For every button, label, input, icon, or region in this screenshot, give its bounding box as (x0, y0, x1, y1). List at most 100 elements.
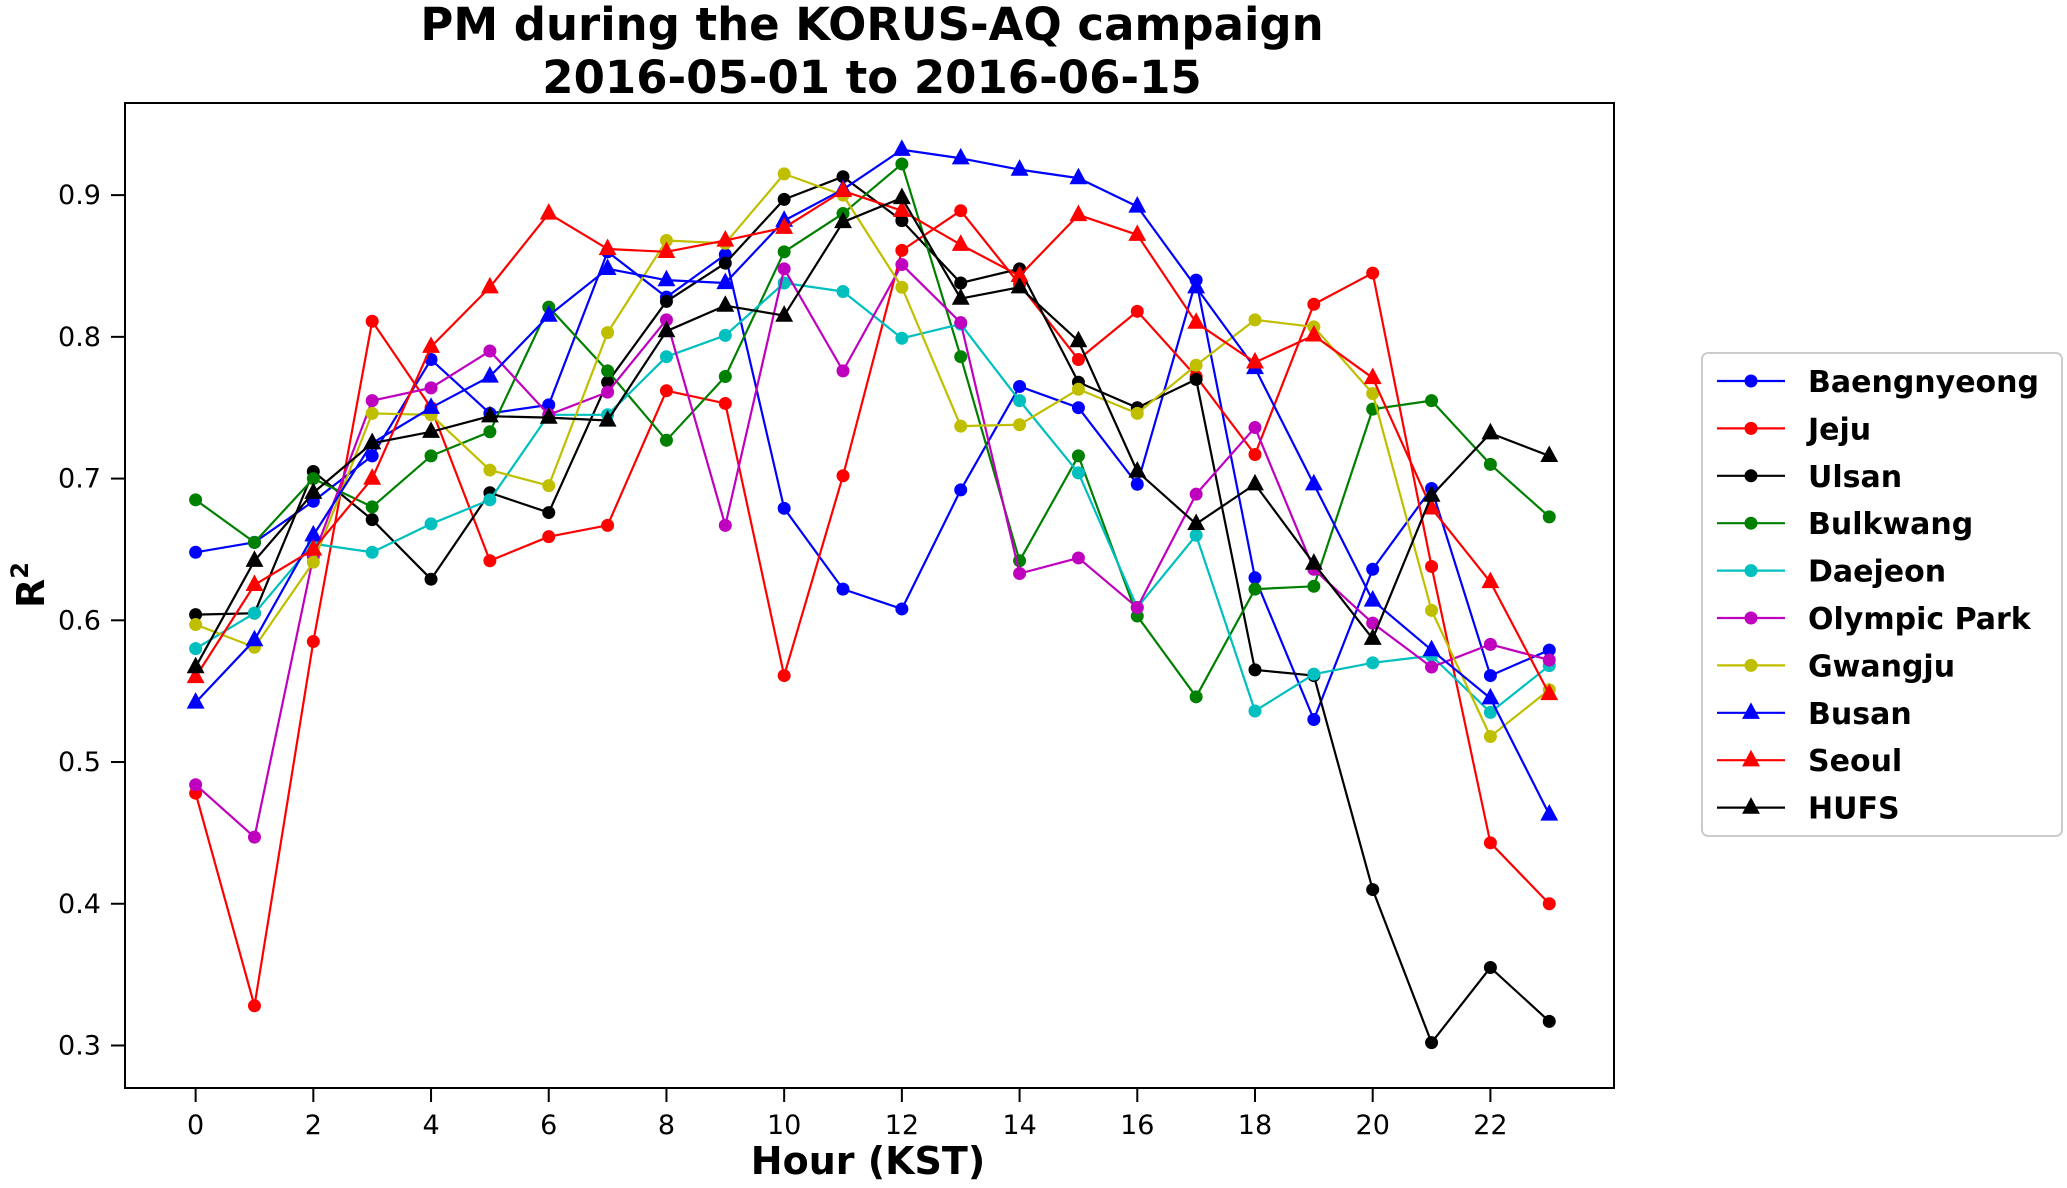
data-point-ulsan (1542, 1014, 1556, 1028)
chart-title-line2: 2016-05-01 to 2016-06-15 (542, 51, 1201, 104)
series-bulkwang (189, 157, 1556, 704)
data-point-daejeon (189, 642, 203, 656)
y-tick-label: 0.6 (58, 605, 101, 636)
data-point-busan (186, 692, 205, 709)
legend-item-baengnyeong: Baengnyeong (1717, 365, 2039, 400)
plot-frame (124, 102, 1615, 1089)
data-point-bulkwang (1425, 394, 1439, 408)
data-point-seoul (1128, 224, 1147, 241)
data-point-daejeon (1071, 466, 1085, 480)
data-point-hufs (1246, 473, 1264, 491)
data-point-jeju (1366, 266, 1380, 280)
data-point-olympic-park (1483, 637, 1497, 651)
data-point-busan (951, 147, 970, 165)
data-point-bulkwang (1542, 510, 1556, 524)
y-tick-label: 0.7 (58, 464, 101, 495)
x-tick-label: 12 (885, 1110, 919, 1141)
legend-label-olympic-park: Olympic Park (1808, 602, 2032, 637)
y-axis-label-superscript: 2 (6, 562, 34, 579)
data-point-seoul (1246, 351, 1264, 369)
legend-item-olympic-park: Olympic Park (1717, 602, 2032, 637)
data-point-daejeon (895, 331, 909, 345)
data-point-seoul (892, 200, 911, 217)
data-point-hufs (598, 410, 617, 427)
data-point-hufs (716, 295, 735, 312)
data-point-olympic-park (895, 258, 909, 272)
data-point-jeju (542, 530, 556, 544)
data-point-seoul (598, 238, 617, 256)
data-point-hufs (1187, 513, 1206, 531)
data-point-gwangju (1483, 730, 1497, 744)
x-tick-label: 6 (540, 1110, 557, 1141)
y-tick-label: 0.5 (58, 747, 101, 778)
data-point-busan (598, 258, 617, 275)
data-point-daejeon (424, 517, 438, 531)
legend-marker-gwangju (1744, 658, 1758, 672)
data-point-daejeon (1248, 704, 1262, 718)
data-point-busan (245, 629, 264, 647)
data-point-ulsan (1483, 961, 1497, 975)
data-point-bulkwang (424, 449, 438, 463)
data-point-baengnyeong (836, 582, 850, 596)
data-point-busan (657, 269, 676, 287)
data-point-bulkwang (1483, 457, 1497, 471)
data-point-ulsan (718, 256, 732, 270)
legend-item-daejeon: Daejeon (1717, 555, 1946, 590)
data-point-jeju (601, 518, 615, 532)
data-point-busan (1540, 804, 1559, 821)
data-point-baengnyeong (1248, 571, 1262, 585)
data-point-ulsan (1248, 663, 1262, 677)
data-point-olympic-park (601, 385, 615, 399)
data-point-ulsan (542, 506, 556, 520)
data-point-daejeon (247, 606, 261, 620)
data-point-seoul (422, 336, 440, 353)
data-point-jeju (1425, 559, 1439, 573)
data-point-seoul (1187, 312, 1206, 329)
data-point-busan (1187, 276, 1206, 294)
series-line-bulkwang (194, 162, 1550, 698)
data-point-jeju (1542, 897, 1556, 911)
data-point-baengnyeong (895, 602, 909, 616)
data-point-ulsan (659, 294, 673, 308)
data-point-seoul (1363, 367, 1382, 385)
data-point-daejeon (718, 328, 732, 342)
data-point-daejeon (1189, 528, 1203, 542)
data-point-gwangju (1071, 382, 1085, 396)
data-point-jeju (1130, 304, 1144, 318)
data-point-seoul (539, 203, 558, 220)
data-point-daejeon (1366, 656, 1380, 670)
data-point-bulkwang (1307, 579, 1321, 593)
data-point-hufs (1010, 276, 1029, 294)
data-point-busan (539, 305, 558, 322)
legend-items: Baengnyeong Jeju Ulsan Bulkwang Daejeon Olymp… (1717, 365, 2039, 827)
legend-marker-daejeon (1744, 564, 1758, 578)
x-tick-label: 10 (767, 1110, 801, 1141)
y-tick-label: 0.3 (58, 1030, 101, 1061)
legend-label-daejeon: Daejeon (1808, 555, 1946, 590)
data-point-olympic-park (483, 344, 497, 358)
series-line-hufs (194, 196, 1550, 668)
data-point-olympic-park (365, 394, 379, 408)
legend-label-jeju: Jeju (1806, 412, 1871, 447)
data-point-ulsan (1425, 1036, 1439, 1050)
x-tick-label: 4 (422, 1110, 439, 1141)
data-point-gwangju (1189, 358, 1203, 372)
data-point-bulkwang (483, 425, 497, 439)
legend-marker-bulkwang (1744, 516, 1758, 530)
data-point-hufs (363, 432, 382, 450)
data-point-hufs (775, 305, 794, 322)
data-point-hufs (657, 320, 676, 338)
data-point-busan (1128, 196, 1147, 213)
data-point-daejeon (659, 350, 673, 364)
data-point-ulsan (365, 513, 379, 527)
data-point-baengnyeong (777, 501, 791, 515)
data-point-jeju (954, 204, 968, 218)
legend-label-bulkwang: Bulkwang (1808, 507, 1973, 542)
data-point-gwangju (542, 479, 556, 493)
data-point-hufs (1481, 422, 1500, 440)
series-line-olympic-park (194, 263, 1550, 839)
data-point-baengnyeong (1071, 401, 1085, 415)
data-point-daejeon (365, 545, 379, 559)
legend-item-gwangju: Gwangju (1717, 649, 1955, 684)
